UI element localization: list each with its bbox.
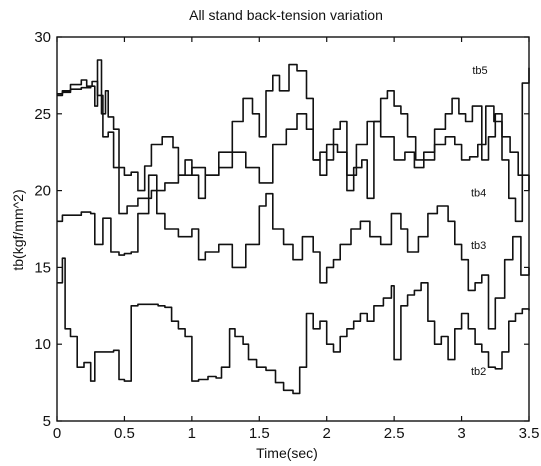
- x-axis-label: Time(sec): [256, 445, 318, 461]
- labels-layer: tb5 tb4 tb3 tb2: [471, 65, 488, 378]
- y-tick-label: 15: [34, 259, 51, 276]
- chart-title: All stand back-tension variation: [189, 7, 383, 23]
- annotation-tb2: tb2: [471, 366, 486, 378]
- y-tick-label: 20: [34, 183, 51, 200]
- y-tick-label: 30: [34, 29, 51, 46]
- y-tick-label: 5: [43, 413, 51, 430]
- x-tick-label: 3: [457, 425, 465, 442]
- y-tick-label: 10: [34, 336, 51, 353]
- series-line-4: [57, 257, 530, 395]
- y-axis-label: tb(kgf/mm^2): [10, 189, 26, 270]
- x-tick-label: 2: [323, 425, 331, 442]
- series-layer: [57, 59, 530, 395]
- x-tick-label: 0.5: [114, 425, 135, 442]
- annotation-tb5: tb5: [472, 65, 487, 77]
- x-tick-label: 0: [53, 425, 61, 442]
- series-line-2: [57, 79, 530, 215]
- series-line-1: [57, 59, 530, 223]
- x-tick-label: 3.5: [519, 425, 540, 442]
- x-tick-label: 2.5: [384, 425, 405, 442]
- annotation-tb4: tb4: [471, 188, 486, 200]
- y-tick-label: 25: [34, 106, 51, 123]
- x-tick-label: 1: [188, 425, 196, 442]
- series-line-3: [57, 174, 530, 330]
- plot-frame: [56, 36, 530, 422]
- x-tick-label: 1.5: [249, 425, 270, 442]
- annotation-tb3: tb3: [471, 240, 486, 252]
